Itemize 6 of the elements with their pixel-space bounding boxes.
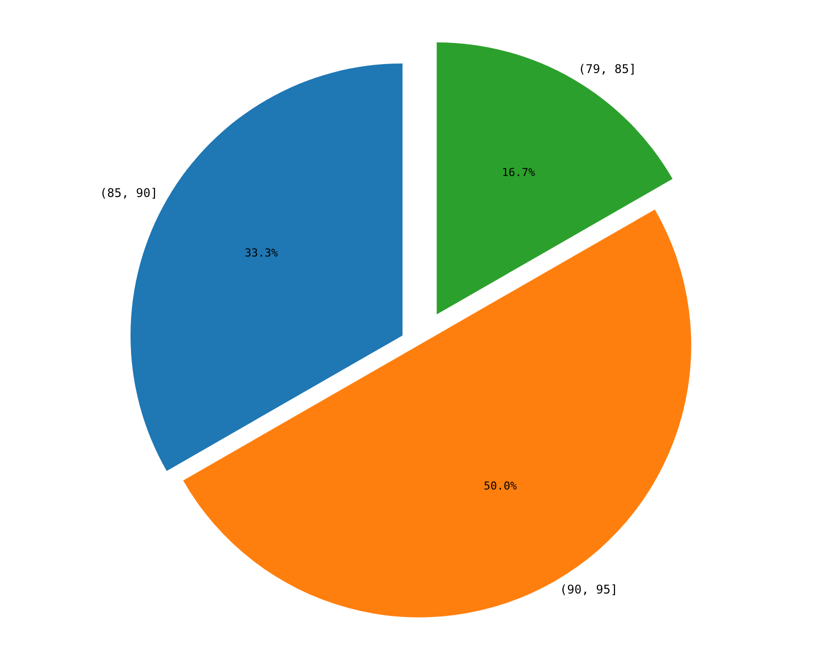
data-label: 50.0% (484, 480, 518, 493)
slice-label: (79, 85] (578, 62, 636, 76)
data-label: 33.3% (244, 246, 278, 260)
data-label: 16.7% (502, 166, 536, 180)
slice-label: (85, 90] (100, 186, 158, 200)
slice-label: (90, 95] (560, 582, 618, 597)
